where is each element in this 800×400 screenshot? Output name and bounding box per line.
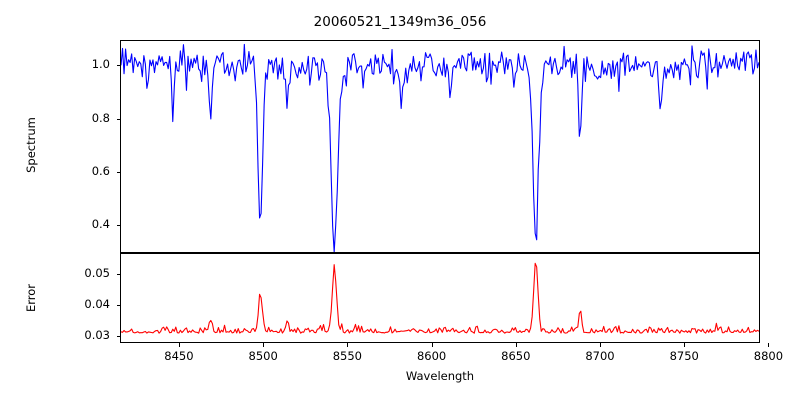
y-axis-label-error: Error xyxy=(24,283,38,313)
x-tick-mark xyxy=(178,343,180,347)
y-tick-mark xyxy=(116,171,120,173)
x-tick-mark xyxy=(431,343,433,347)
spectrum-plot-line xyxy=(121,41,759,252)
y-axis-label-spectrum: Spectrum xyxy=(24,117,38,173)
x-tick-label: 8700 xyxy=(585,349,615,363)
y-tick-mark xyxy=(116,225,120,227)
y-tick-label: 0.03 xyxy=(84,328,110,343)
y-tick-label: 0.05 xyxy=(84,266,110,281)
x-axis-label: Wavelength xyxy=(405,369,475,383)
x-tick-mark xyxy=(263,343,265,347)
y-tick-mark xyxy=(116,274,120,276)
x-tick-label: 8550 xyxy=(332,349,362,363)
y-tick-mark xyxy=(116,65,120,67)
x-tick-label: 8500 xyxy=(248,349,278,363)
x-tick-label: 8450 xyxy=(164,349,194,363)
y-tick-mark xyxy=(116,305,120,307)
y-tick-label: 0.4 xyxy=(91,217,110,232)
x-tick-label: 8800 xyxy=(753,349,784,363)
error-plot-line xyxy=(121,254,759,342)
x-tick-mark xyxy=(600,343,601,347)
y-tick-mark xyxy=(116,336,120,338)
x-tick-label: 8650 xyxy=(501,349,531,363)
x-tick-mark xyxy=(347,343,349,347)
figure-title: 20060521_1349m36_056 xyxy=(313,14,487,30)
y-tick-label: 0.6 xyxy=(91,163,110,178)
x-tick-label: 8600 xyxy=(416,349,447,363)
y-tick-mark xyxy=(116,118,120,120)
x-tick-mark xyxy=(515,343,517,347)
y-tick-label: 0.04 xyxy=(84,297,110,312)
x-tick-mark xyxy=(768,343,770,347)
y-tick-label: 0.8 xyxy=(91,110,110,125)
x-tick-label: 8750 xyxy=(669,349,699,363)
error-axes xyxy=(120,253,760,343)
x-tick-mark xyxy=(684,343,686,347)
spectrum-axes xyxy=(120,40,760,253)
y-tick-label: 1.0 xyxy=(91,57,110,72)
